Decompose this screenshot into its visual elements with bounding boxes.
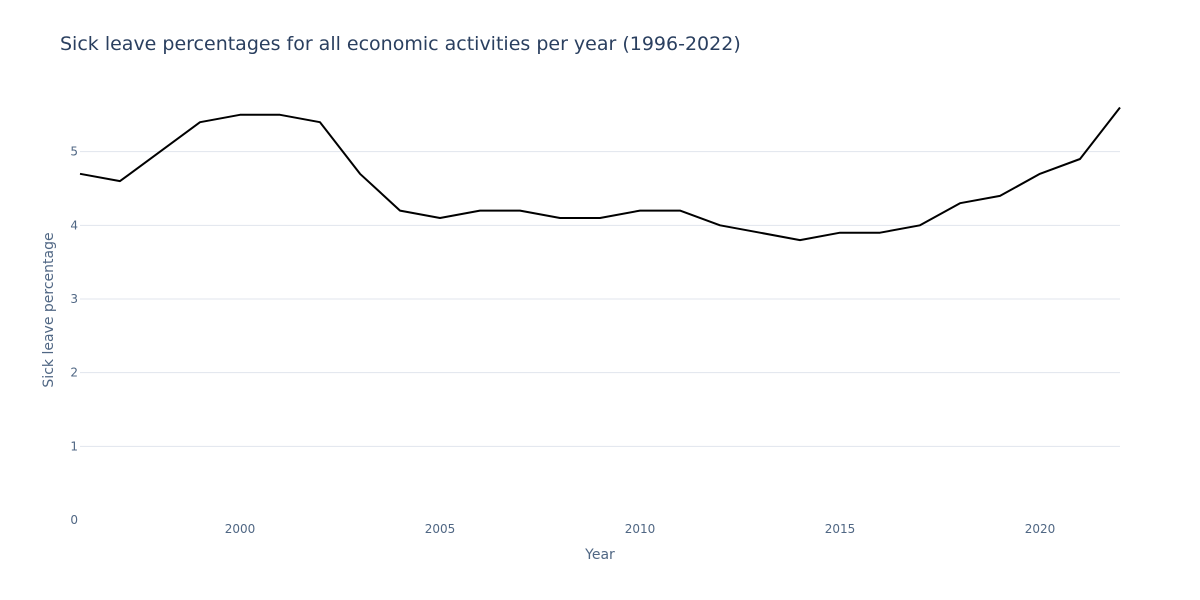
x-tick-label: 2015 [825, 522, 856, 536]
y-axis-ticks: 0 1 2 3 4 5 [70, 145, 78, 527]
gridlines [80, 151, 1120, 447]
x-tick-label: 2020 [1025, 522, 1056, 536]
series-line [79, 106, 1121, 242]
y-tick-label: 2 [70, 366, 78, 380]
x-axis-label: Year [584, 547, 615, 563]
y-axis-label: Sick leave percentage [41, 232, 57, 387]
y-tick-label: 3 [70, 292, 78, 306]
x-tick-label: 2005 [425, 522, 456, 536]
y-tick-label: 0 [70, 513, 78, 527]
y-tick-label: 4 [70, 218, 78, 232]
y-tick-label: 5 [70, 145, 78, 159]
y-tick-label: 1 [70, 439, 78, 453]
x-axis-ticks: 2000 2005 2010 2015 2020 [225, 522, 1056, 536]
x-tick-label: 2010 [625, 522, 656, 536]
x-tick-label: 2000 [225, 522, 256, 536]
chart-title: Sick leave percentages for all economic … [60, 33, 741, 55]
